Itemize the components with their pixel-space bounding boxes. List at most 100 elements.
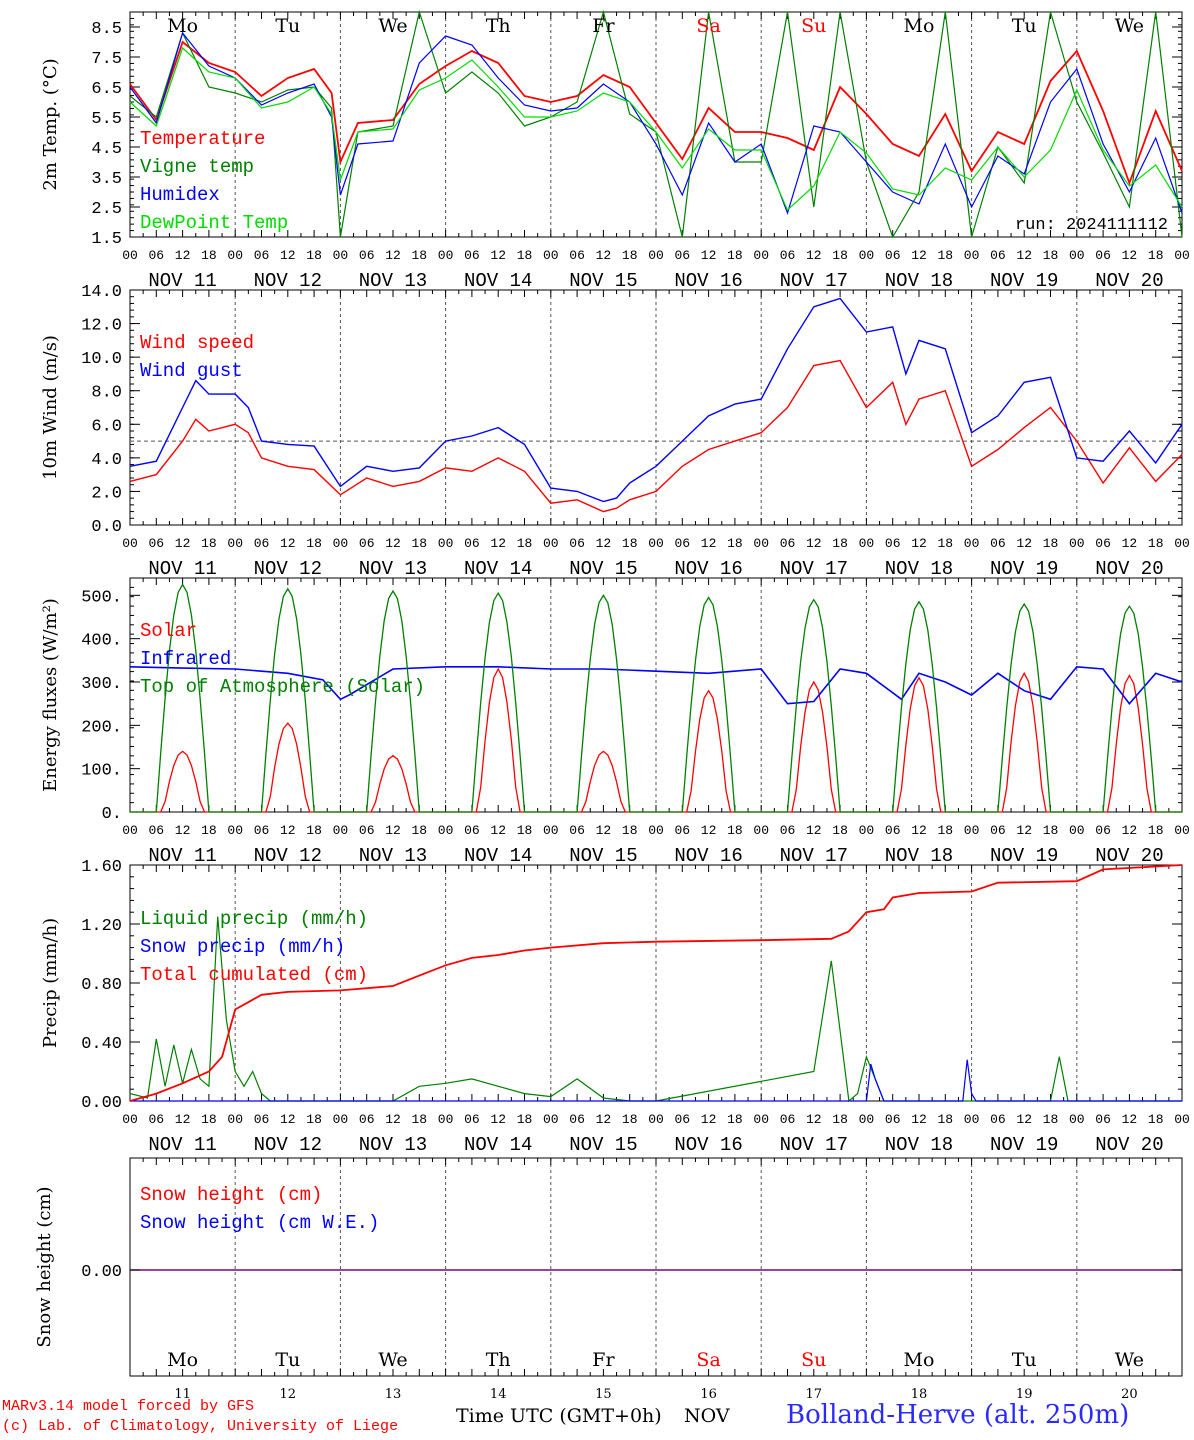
x-tick-label: 12 (911, 1112, 927, 1127)
legend-top-of-atmosphere-solar: Top of Atmosphere (Solar) (140, 676, 425, 698)
x-tick-label: 00 (1069, 823, 1085, 838)
x-tick-label: 18 (622, 248, 638, 263)
y-tick-label: 1.20 (81, 917, 122, 936)
y-tick-label: 1.5 (91, 230, 122, 249)
x-tick-label: 06 (254, 1112, 270, 1127)
day-number-label: 17 (806, 1387, 823, 1402)
x-tick-label: 18 (517, 248, 533, 263)
y-tick-label: 12.0 (81, 317, 122, 336)
x-tick-label: 06 (1095, 823, 1111, 838)
x-day-label: NOV 12 (254, 1134, 322, 1156)
x-tick-label: 18 (201, 1112, 217, 1127)
weekday-label: Fr (592, 1349, 615, 1371)
x-tick-label: 00 (753, 536, 769, 551)
x-tick-label: 06 (569, 248, 585, 263)
x-tick-label: 06 (254, 823, 270, 838)
x-day-label: NOV 14 (464, 270, 532, 292)
x-tick-label: 06 (1095, 248, 1111, 263)
x-tick-label: 18 (306, 823, 322, 838)
x-tick-label: 00 (438, 823, 454, 838)
x-tick-label: 18 (411, 536, 427, 551)
x-day-label: NOV 12 (254, 845, 322, 867)
x-tick-label: 00 (122, 536, 138, 551)
x-tick-label: 06 (464, 1112, 480, 1127)
weekday-label: We (1115, 15, 1144, 37)
x-tick-label: 12 (280, 823, 296, 838)
y-axis-label: 10m Wind (m/s) (40, 335, 61, 480)
x-tick-label: 00 (122, 823, 138, 838)
weekday-label: Mo (904, 15, 935, 37)
x-tick-label: 00 (859, 1112, 875, 1127)
x-tick-label: 18 (411, 248, 427, 263)
x-tick-label: 18 (832, 536, 848, 551)
x-day-label: NOV 18 (885, 1134, 953, 1156)
legend-infrared: Infrared (140, 648, 231, 670)
footer-copyright: (c) Lab. of Climatology, University of L… (2, 1418, 399, 1435)
x-tick-label: 12 (490, 823, 506, 838)
x-day-label: NOV 20 (1095, 558, 1163, 580)
x-day-label: NOV 20 (1095, 1134, 1163, 1156)
x-tick-label: 00 (438, 248, 454, 263)
footer-time-label: Time UTC (GMT+0h) (456, 1405, 662, 1427)
x-tick-label: 12 (806, 248, 822, 263)
series-snow-precip-mm-h- (130, 1059, 1182, 1102)
x-day-label: NOV 19 (990, 558, 1058, 580)
x-tick-label: 00 (543, 536, 559, 551)
day-number-label: 18 (911, 1387, 928, 1402)
x-tick-label: 00 (333, 248, 349, 263)
x-day-label: NOV 17 (780, 270, 848, 292)
x-tick-label: 06 (674, 536, 690, 551)
x-tick-label: 06 (780, 536, 796, 551)
x-tick-label: 18 (517, 536, 533, 551)
weekday-label: Sa (696, 15, 720, 37)
x-tick-label: 12 (806, 1112, 822, 1127)
x-tick-label: 00 (964, 536, 980, 551)
weekday-label: We (1115, 1349, 1144, 1371)
y-axis-label: Energy fluxes (W/m²) (40, 598, 61, 792)
day-number-label: 16 (700, 1387, 717, 1402)
day-number-label: 13 (385, 1387, 402, 1402)
series-top-of-atmosphere-solar- (130, 583, 1182, 813)
legend-solar: Solar (140, 620, 197, 642)
x-tick-label: 18 (937, 536, 953, 551)
weekday-label: We (378, 1349, 407, 1371)
x-tick-label: 18 (1148, 536, 1164, 551)
x-tick-label: 12 (1122, 248, 1138, 263)
x-day-label: NOV 15 (569, 558, 637, 580)
y-tick-label: 0.80 (81, 976, 122, 995)
x-day-label: NOV 19 (990, 1134, 1058, 1156)
footer-model: MARv3.14 model forced by GFS (2, 1398, 255, 1415)
x-tick-label: 18 (306, 248, 322, 263)
x-tick-label: 00 (648, 823, 664, 838)
x-day-label: NOV 11 (148, 1134, 216, 1156)
x-tick-label: 12 (175, 823, 191, 838)
x-day-label: NOV 15 (569, 1134, 637, 1156)
x-tick-label: 06 (885, 248, 901, 263)
x-tick-label: 18 (411, 823, 427, 838)
x-tick-label: 12 (1016, 823, 1032, 838)
y-tick-label: 400. (81, 632, 122, 651)
y-axis-label: Precip (mm/h) (40, 918, 61, 1048)
legend-wind-speed: Wind speed (140, 332, 254, 354)
series-wind-gust (129, 297, 1183, 503)
x-tick-label: 06 (990, 536, 1006, 551)
x-day-label: NOV 17 (780, 845, 848, 867)
x-tick-label: 06 (569, 823, 585, 838)
x-tick-label: 00 (859, 823, 875, 838)
x-tick-label: 00 (964, 1112, 980, 1127)
x-tick-label: 00 (648, 536, 664, 551)
x-tick-label: 18 (937, 823, 953, 838)
x-tick-label: 18 (1043, 536, 1059, 551)
x-tick-label: 00 (753, 248, 769, 263)
x-tick-label: 18 (306, 536, 322, 551)
x-tick-label: 00 (1174, 1112, 1190, 1127)
x-tick-label: 06 (674, 248, 690, 263)
series-humidex (129, 31, 1183, 215)
x-tick-label: 06 (464, 536, 480, 551)
y-tick-label: 4.5 (91, 140, 122, 159)
x-tick-label: 18 (727, 248, 743, 263)
x-tick-label: 18 (517, 1112, 533, 1127)
x-tick-label: 00 (753, 823, 769, 838)
x-tick-label: 12 (1016, 248, 1032, 263)
series-dewpoint-temp (129, 46, 1183, 212)
